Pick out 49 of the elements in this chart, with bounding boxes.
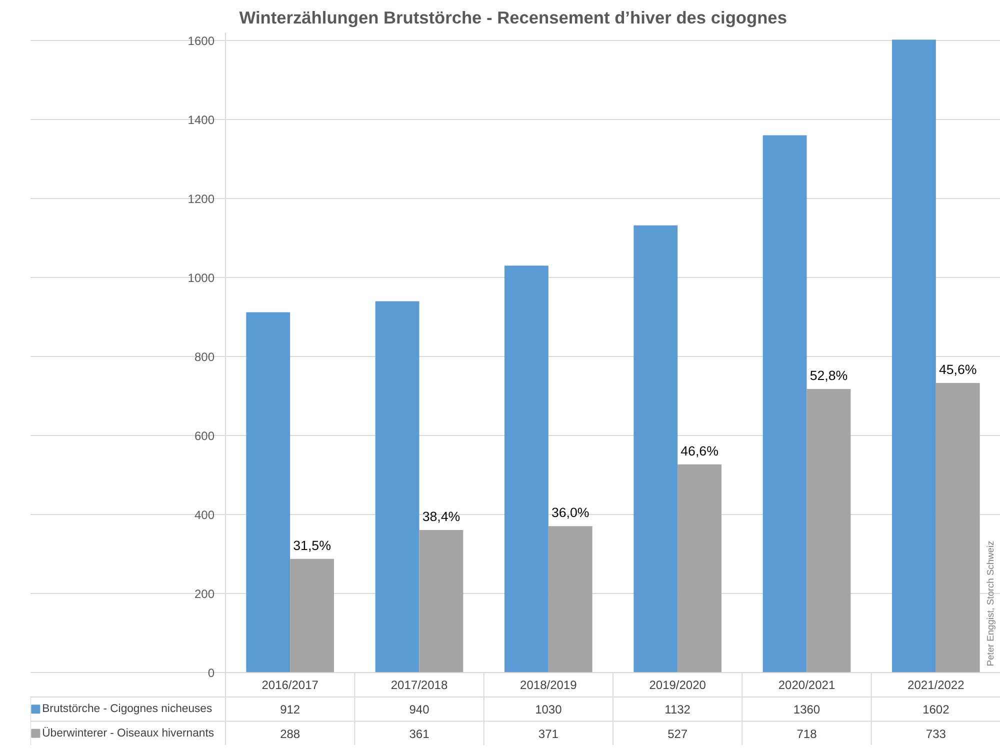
bar [246,312,290,673]
bar [290,558,334,673]
annotation: 38,4% [422,509,460,524]
chart-title: Winterzählungen Brutstörche - Recensement d’hiver des cigognes [239,8,787,28]
y-tick-label: 1200 [188,192,215,206]
legend-label: Brutstörche - Cigognes nicheuses [42,703,212,716]
data-label: 1602 [922,702,950,717]
bar [504,266,548,673]
annotation: 36,0% [551,505,590,520]
annotation: 52,8% [810,368,848,383]
bar [634,225,678,673]
annotation: 45,6% [938,362,977,378]
x-tick-label: 2020/2021 [778,678,836,692]
y-tick-label: 200 [194,587,215,602]
x-tick-label: 2017/2018 [390,678,448,692]
bar [548,526,592,673]
data-label: 940 [409,702,430,717]
y-tick-label: 0 [208,666,215,680]
bar [892,40,936,673]
y-tick-label: 1000 [188,271,215,286]
data-label: 718 [796,726,818,741]
data-label: 288 [280,726,300,741]
data-label: 371 [538,726,559,741]
data-label: 1132 [664,702,691,717]
bar [936,383,980,673]
x-tick-label: 2016/2017 [262,678,319,692]
y-tick-label: 800 [194,350,215,364]
x-tick-label: 2018/2019 [520,678,578,692]
data-label: 912 [280,702,300,717]
x-tick-label: 2019/2020 [649,678,706,692]
y-tick-label: 1400 [188,112,215,127]
bar [419,530,464,673]
legend-label: Überwinterer - Oiseaux hivernants [42,726,214,740]
data-label: 527 [668,726,688,741]
data-label: 1030 [535,702,562,717]
y-tick-label: 1600 [188,34,215,48]
data-label: 733 [926,726,946,741]
annotation: 31,5% [293,538,332,553]
x-tick-label: 2021/2022 [908,678,965,692]
data-label: 1360 [793,702,820,717]
annotation: Peter Enggist, Storch Schweiz [985,540,996,666]
y-tick-label: 400 [194,508,215,522]
bar [762,135,807,673]
bar [678,464,722,673]
data-label: 361 [409,726,430,741]
bar [806,388,851,673]
bar [375,301,420,673]
y-tick-label: 600 [194,429,215,444]
annotation: 46,6% [680,443,719,458]
